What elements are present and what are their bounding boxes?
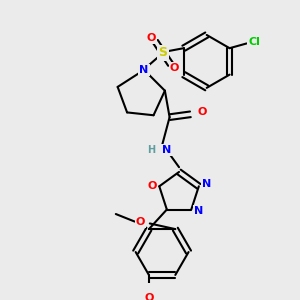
Text: O: O (197, 107, 206, 117)
Text: O: O (147, 33, 156, 43)
Text: O: O (147, 181, 156, 191)
Text: S: S (158, 46, 167, 59)
Text: N: N (194, 206, 203, 216)
Text: N: N (162, 145, 171, 155)
Text: H: H (147, 145, 155, 155)
Text: Cl: Cl (248, 37, 260, 46)
Text: N: N (202, 179, 211, 189)
Text: N: N (140, 65, 149, 75)
Text: O: O (136, 217, 145, 226)
Text: O: O (144, 292, 154, 300)
Text: O: O (169, 63, 179, 73)
